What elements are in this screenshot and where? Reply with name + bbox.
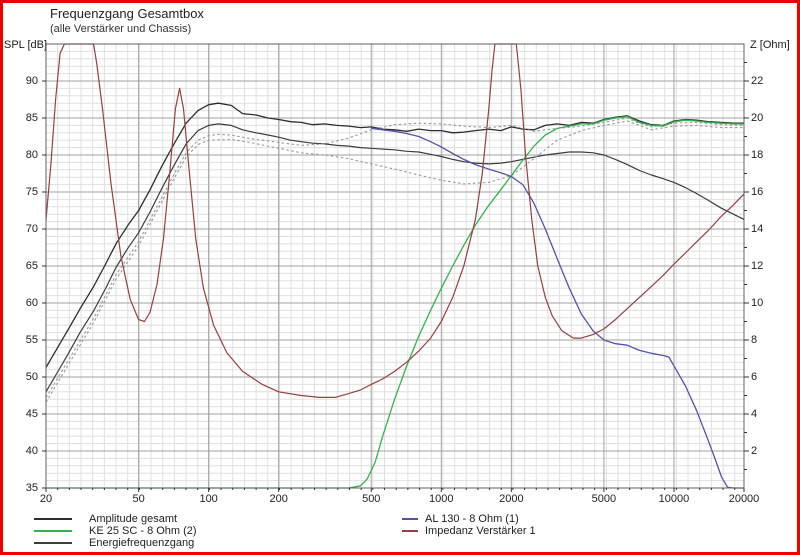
y-tick-label-right: 14 (751, 223, 764, 235)
page-subtitle: (alle Verstärker und Chassis) (50, 23, 192, 35)
legend-label: Amplitude gesamt (89, 513, 178, 525)
y-tick-label-right: 22 (751, 75, 764, 87)
series-dashed-gray-1 (45, 117, 745, 398)
legend-label: KE 25 SC - 8 Ohm (2) (89, 525, 197, 537)
y-tick-label-right: 20 (751, 112, 764, 124)
y-tick-label-left: 65 (25, 260, 38, 272)
y-tick-label-right: 8 (751, 334, 758, 346)
x-tick-label: 200 (269, 493, 288, 505)
legend-label: Impedanz Verstärker 1 (425, 525, 536, 537)
y-tick-label-left: 80 (25, 149, 38, 161)
y-tick-label-left: 45 (25, 408, 38, 420)
legend-item-amplitude-gesamt: Amplitude gesamt (34, 513, 177, 525)
series-amplitude-gesamt (45, 102, 744, 368)
y-tick-label-left: 85 (25, 112, 38, 124)
y-tick-label-right: 12 (751, 260, 764, 272)
series-al-130-8-ohm-1- (371, 127, 744, 489)
y-tick-label-left: 40 (25, 445, 38, 457)
y-tick-label-right: 16 (751, 186, 764, 198)
series-ke-25-sc-8-ohm-2- (46, 115, 744, 489)
y-tick-label-right: 4 (751, 408, 758, 420)
y-tick-label-right: 10 (751, 297, 764, 309)
page-title: Frequenzgang Gesamtbox (50, 6, 204, 21)
series-dashed-gray-2 (45, 120, 744, 403)
x-tick-label: 20000 (728, 493, 760, 505)
x-tick-label: 100 (199, 493, 218, 505)
right-axis-label: Z [Ohm] (750, 39, 790, 51)
series-energiefrequenzgang (45, 123, 745, 393)
x-tick-label: 500 (362, 493, 381, 505)
x-tick-label: 50 (132, 493, 145, 505)
left-axis-label: SPL [dB] (4, 39, 48, 51)
legend-item-energiefrequenzgang: Energiefrequenzgang (34, 537, 194, 549)
x-tick-label: 10000 (658, 493, 690, 505)
legend-swatch-impedanz (402, 530, 418, 532)
y-tick-label-left: 35 (25, 482, 38, 494)
legend-item-ke-25-sc: KE 25 SC - 8 Ohm (2) (34, 525, 197, 537)
y-tick-label-left: 60 (25, 297, 38, 309)
y-tick-label-left: 70 (25, 223, 38, 235)
legend-label: Energiefrequenzgang (89, 537, 195, 549)
y-tick-label-right: 18 (751, 149, 764, 161)
y-tick-label-left: 75 (25, 186, 38, 198)
legend-swatch-amplitude-gesamt (34, 518, 72, 520)
legend-item-al-130: AL 130 - 8 Ohm (1) (402, 513, 519, 525)
y-tick-label-left: 90 (25, 75, 38, 87)
x-tick-label: 20 (39, 493, 53, 505)
y-tick-label-left: 50 (25, 371, 38, 383)
legend-item-impedanz: Impedanz Verstärker 1 (402, 525, 536, 537)
y-tick-label-left: 55 (25, 334, 38, 346)
y-tick-label-right: 2 (751, 445, 758, 457)
x-tick-label: 1000 (429, 493, 454, 505)
y-tick-label-right: 6 (751, 371, 758, 383)
legend-swatch-energiefrequenzgang (34, 542, 72, 544)
legend-swatch-ke-25-sc (34, 530, 72, 532)
legend-swatch-al-130 (402, 518, 418, 520)
series-impedanz-verst-rker-1 (45, 43, 745, 398)
x-tick-label: 5000 (591, 493, 617, 505)
legend-label: AL 130 - 8 Ohm (1) (425, 513, 519, 525)
x-tick-label: 2000 (499, 493, 524, 505)
